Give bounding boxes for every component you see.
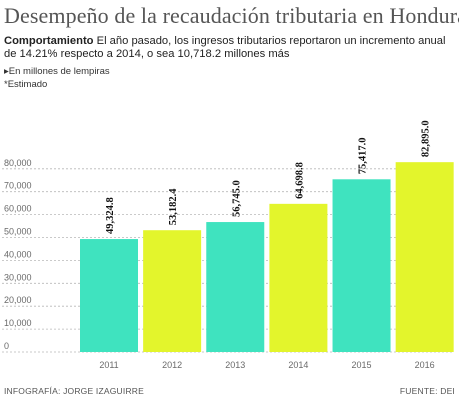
- y-tick-label: 60,000: [4, 204, 32, 214]
- intro-paragraph: Comportamiento El año pasado, los ingres…: [4, 35, 456, 61]
- intro-text: El año pasado, los ingresos tributarios …: [4, 35, 446, 60]
- y-tick-label: 80,000: [4, 158, 32, 168]
- bar: [143, 230, 202, 352]
- bar-value-label: 49,324.8: [105, 197, 116, 234]
- y-tick-label: 10,000: [4, 318, 32, 328]
- x-tick-label: 2015: [352, 360, 372, 370]
- x-tick-label: 2011: [99, 360, 118, 370]
- bar-value-label: 64,698.8: [294, 162, 305, 199]
- y-tick-label: 40,000: [4, 249, 32, 259]
- x-tick-label: 2014: [288, 360, 308, 370]
- bar-value-label: 56,745.0: [231, 180, 242, 217]
- bar: [269, 203, 328, 352]
- bar-value-label: 75,417.0: [358, 138, 369, 175]
- chart-title: Desempeño de la recaudación tributaria e…: [4, 3, 459, 28]
- bar: [395, 162, 454, 352]
- bar: [206, 222, 265, 352]
- unit-note: ▸En millones de lempiras: [4, 66, 110, 77]
- x-tick-label: 2013: [225, 360, 245, 370]
- bar-value-label: 53,182.4: [168, 188, 179, 226]
- y-tick-label: 0: [4, 341, 9, 351]
- bar: [332, 179, 391, 352]
- estimate-note: *Estimado: [4, 79, 48, 90]
- bar-value-label: 82,895.0: [421, 120, 432, 157]
- unit-note-text: En millones de lempiras: [8, 66, 110, 77]
- bar: [80, 239, 138, 352]
- estimate-note-text: Estimado: [7, 79, 48, 90]
- y-tick-label: 50,000: [4, 227, 32, 237]
- source-text: FUENTE: DEI: [399, 386, 455, 396]
- y-tick-label: 30,000: [4, 272, 32, 282]
- y-tick-label: 20,000: [4, 295, 32, 305]
- intro-label: Comportamiento: [4, 35, 94, 47]
- credit-text: INFOGRAFÍA: JORGE IZAGUIRRE: [4, 386, 144, 396]
- x-tick-label: 2012: [162, 360, 182, 370]
- y-tick-label: 70,000: [4, 181, 32, 191]
- x-tick-label: 2016: [415, 360, 435, 370]
